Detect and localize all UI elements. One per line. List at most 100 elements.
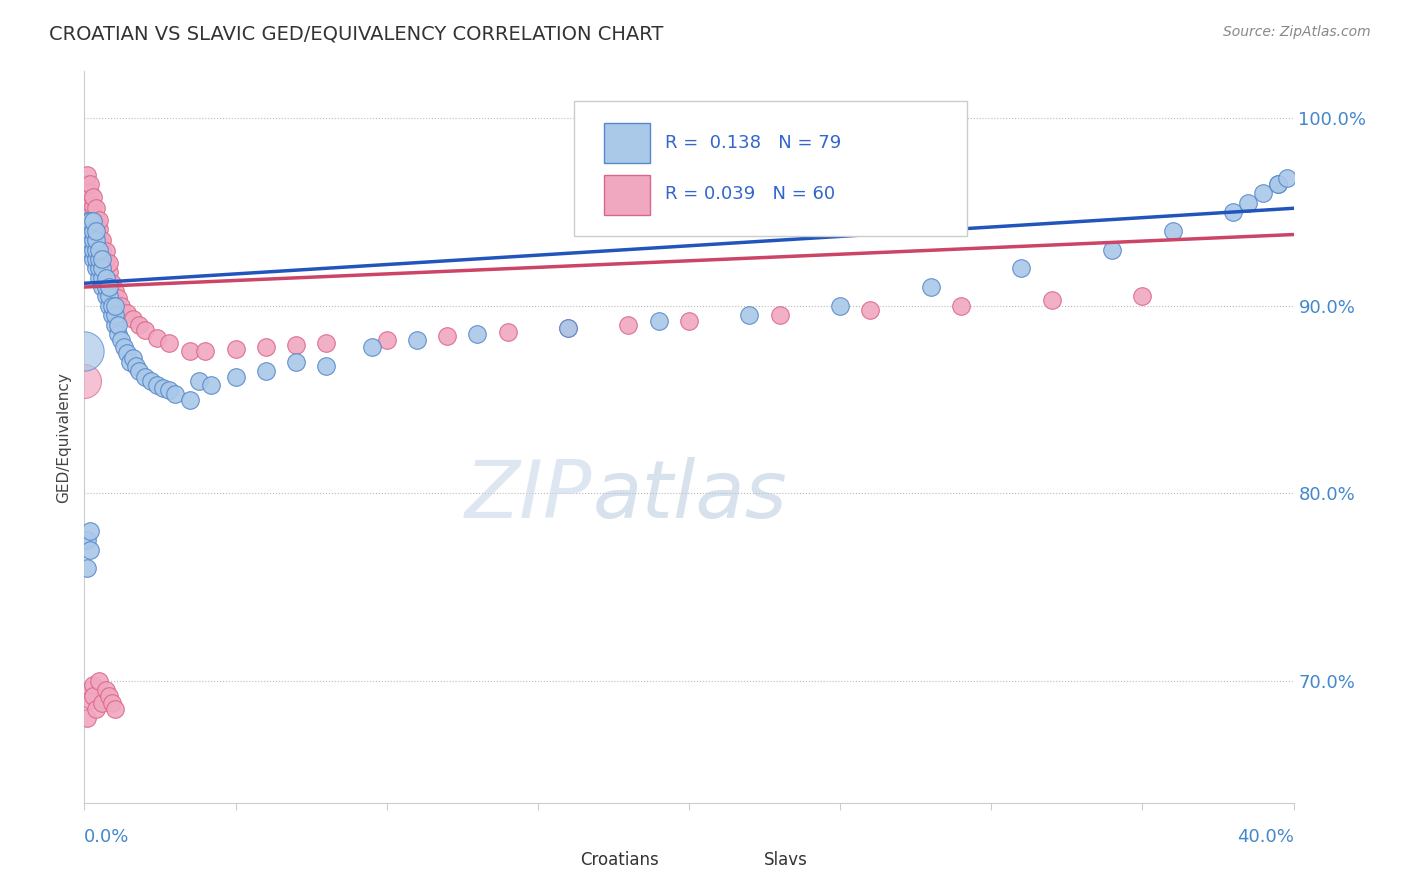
- Point: [139, 374, 162, 388]
- Y-axis label: GED/Equivalency: GED/Equivalency: [56, 372, 72, 502]
- Point: [157, 383, 180, 397]
- Point: [104, 284, 127, 298]
- Point: [107, 326, 129, 341]
- Point: [830, 299, 852, 313]
- Point: [100, 308, 122, 322]
- Point: [94, 289, 117, 303]
- Point: [82, 209, 104, 223]
- Point: [82, 243, 104, 257]
- Point: [79, 177, 101, 191]
- Point: [121, 312, 143, 326]
- Point: [179, 343, 201, 358]
- Point: [97, 299, 120, 313]
- Point: [82, 689, 104, 703]
- Point: [165, 387, 187, 401]
- Bar: [605, 175, 650, 216]
- Point: [1161, 224, 1184, 238]
- Point: [1253, 186, 1275, 201]
- Point: [82, 214, 104, 228]
- Point: [86, 261, 108, 276]
- Point: [769, 308, 792, 322]
- Point: [467, 326, 489, 341]
- Point: [79, 233, 101, 247]
- Point: [89, 261, 111, 276]
- Point: [97, 280, 120, 294]
- Text: CROATIAN VS SLAVIC GED/EQUIVALENCY CORRELATION CHART: CROATIAN VS SLAVIC GED/EQUIVALENCY CORRE…: [49, 25, 664, 44]
- Point: [79, 214, 101, 228]
- Point: [89, 231, 111, 245]
- Point: [86, 211, 108, 225]
- Text: 40.0%: 40.0%: [1237, 828, 1294, 846]
- Point: [89, 212, 111, 227]
- Point: [76, 214, 98, 228]
- Point: [76, 224, 98, 238]
- Point: [86, 233, 108, 247]
- Point: [97, 265, 120, 279]
- Point: [76, 711, 98, 725]
- Point: [86, 224, 108, 238]
- Point: [285, 338, 308, 352]
- Point: [107, 291, 129, 305]
- Point: [86, 201, 108, 215]
- Point: [315, 359, 337, 373]
- Point: [112, 340, 135, 354]
- Bar: [605, 122, 650, 162]
- Point: [91, 261, 114, 276]
- Text: R = 0.039   N = 60: R = 0.039 N = 60: [665, 185, 835, 202]
- Point: [89, 243, 111, 257]
- Point: [94, 270, 117, 285]
- Text: atlas: atlas: [592, 457, 787, 534]
- Point: [194, 343, 217, 358]
- Point: [97, 289, 120, 303]
- Point: [79, 542, 101, 557]
- Point: [89, 252, 111, 266]
- Point: [648, 314, 671, 328]
- Point: [920, 280, 942, 294]
- Point: [285, 355, 308, 369]
- Point: [100, 277, 122, 291]
- Point: [76, 186, 98, 201]
- Point: [100, 697, 122, 711]
- Point: [86, 252, 108, 266]
- Point: [79, 692, 101, 706]
- Point: [79, 224, 101, 238]
- Point: [82, 199, 104, 213]
- Point: [82, 252, 104, 266]
- Point: [1101, 243, 1123, 257]
- Point: [225, 370, 247, 384]
- Point: [738, 308, 761, 322]
- Point: [104, 702, 127, 716]
- Point: [94, 280, 117, 294]
- Point: [1267, 177, 1289, 191]
- Point: [1277, 171, 1299, 186]
- Point: [115, 345, 138, 359]
- Text: Source: ZipAtlas.com: Source: ZipAtlas.com: [1223, 25, 1371, 39]
- Point: [678, 314, 700, 328]
- Point: [406, 333, 429, 347]
- Bar: [538, 846, 572, 876]
- Point: [557, 321, 579, 335]
- Point: [89, 673, 111, 688]
- Point: [89, 270, 111, 285]
- Point: [86, 243, 108, 257]
- Point: [91, 270, 114, 285]
- Text: Slavs: Slavs: [763, 851, 808, 869]
- Point: [104, 318, 127, 332]
- Point: [859, 302, 882, 317]
- Point: [79, 195, 101, 210]
- Point: [254, 364, 277, 378]
- Bar: [723, 846, 756, 876]
- Point: [110, 333, 132, 347]
- Point: [134, 370, 156, 384]
- Point: [73, 374, 96, 388]
- Point: [1222, 205, 1244, 219]
- Point: [121, 351, 143, 366]
- Point: [79, 243, 101, 257]
- Text: R =  0.138   N = 79: R = 0.138 N = 79: [665, 134, 841, 152]
- Point: [76, 233, 98, 247]
- Point: [107, 318, 129, 332]
- Point: [82, 678, 104, 692]
- Point: [179, 392, 201, 407]
- Point: [94, 683, 117, 698]
- Point: [115, 306, 138, 320]
